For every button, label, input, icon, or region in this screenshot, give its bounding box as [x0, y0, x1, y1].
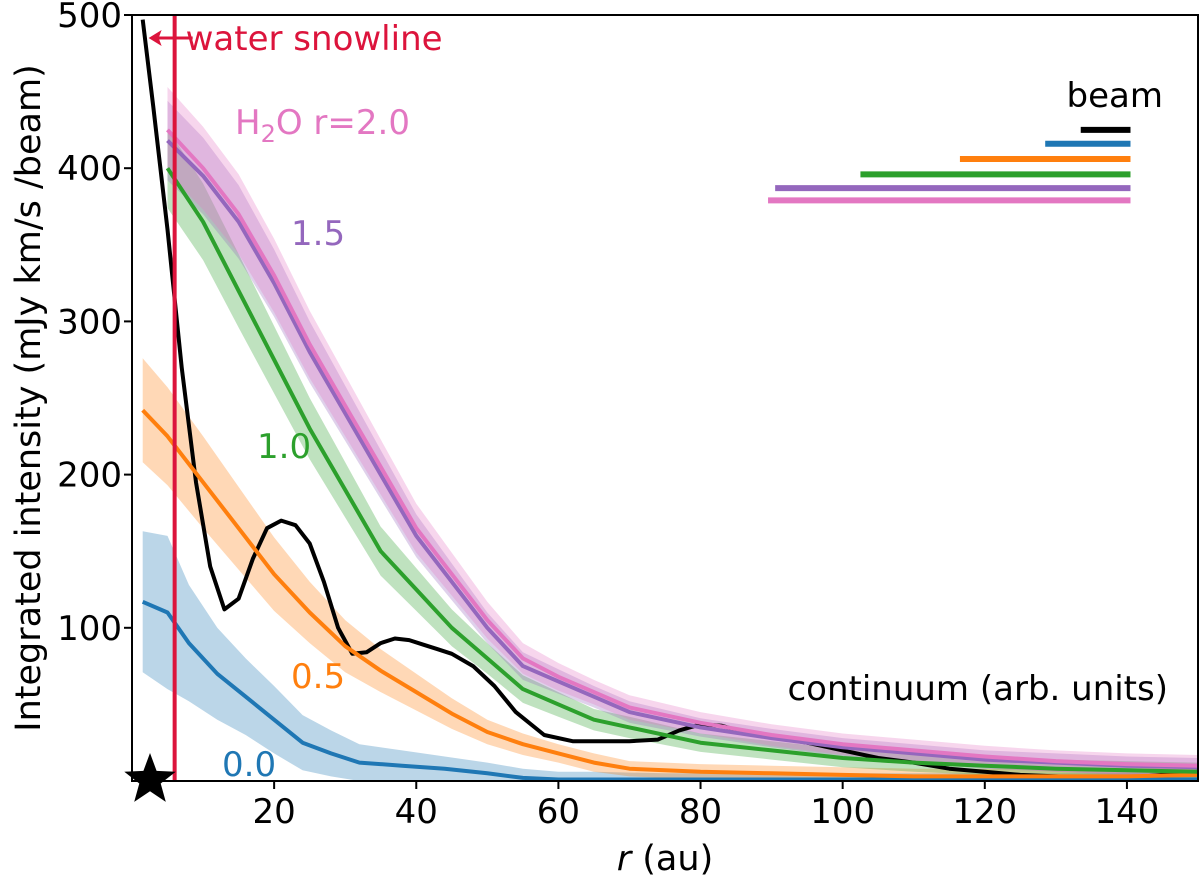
series-annotations: 0.0 0.5 1.0 1.5 H2O r=2.0 continuum (arb. uni…	[222, 103, 1168, 785]
x-tick-label-0: 20	[253, 792, 296, 832]
series-lines	[140, 19, 1198, 781]
y-tick-label-2: 300	[57, 302, 122, 342]
y-tick-label-4: 500	[57, 0, 122, 36]
y-axis-title: Integrated intensity (mJy km/s /beam)	[9, 64, 49, 731]
axes: 20 40 60 80 100 120 140 100 200 300 400 500	[57, 0, 1159, 832]
series-line-3	[166, 139, 1198, 770]
y-tick-label-1: 200	[57, 456, 122, 496]
y-tick-label-3: 400	[57, 149, 122, 189]
x-tick-label-4: 100	[810, 792, 875, 832]
series-label-3: 1.5	[291, 214, 345, 254]
band-series-2	[167, 128, 1198, 781]
x-tick-label-6: 140	[1094, 792, 1159, 832]
series-line-0	[141, 599, 1198, 781]
series-label-2: 1.0	[257, 427, 311, 467]
series-line-1	[141, 408, 1198, 779]
snowline-label: water snowline	[186, 19, 443, 59]
series-line-2	[165, 167, 1198, 774]
x-tick-label-1: 40	[395, 792, 438, 832]
axis-titles: r (au) Integrated intensity (mJy km/s /be…	[9, 64, 713, 879]
series-label-1: 0.5	[291, 657, 345, 697]
star-icon	[124, 753, 176, 802]
beam-label: beam	[1067, 76, 1163, 116]
continuum-label: continuum (arb. units)	[787, 669, 1168, 709]
band-series-1	[142, 358, 1198, 781]
series-line-4	[166, 128, 1198, 768]
x-axis-title: r (au)	[617, 839, 713, 879]
beam-legend: beam	[768, 76, 1163, 204]
y-tick-label-0: 100	[57, 609, 122, 649]
arrow-left-icon	[148, 30, 162, 46]
x-tick-label-5: 120	[952, 792, 1017, 832]
uncertainty-bands	[142, 87, 1198, 781]
band-series-4	[167, 87, 1198, 777]
series-label-0: 0.0	[222, 745, 276, 785]
plot-frame	[131, 14, 1199, 782]
x-tick-label-2: 60	[537, 792, 580, 832]
x-tick-label-3: 80	[679, 792, 722, 832]
water-snowline: water snowline	[148, 15, 443, 781]
band-series-3	[167, 100, 1198, 777]
series-label-4: H2O r=2.0	[235, 103, 410, 148]
